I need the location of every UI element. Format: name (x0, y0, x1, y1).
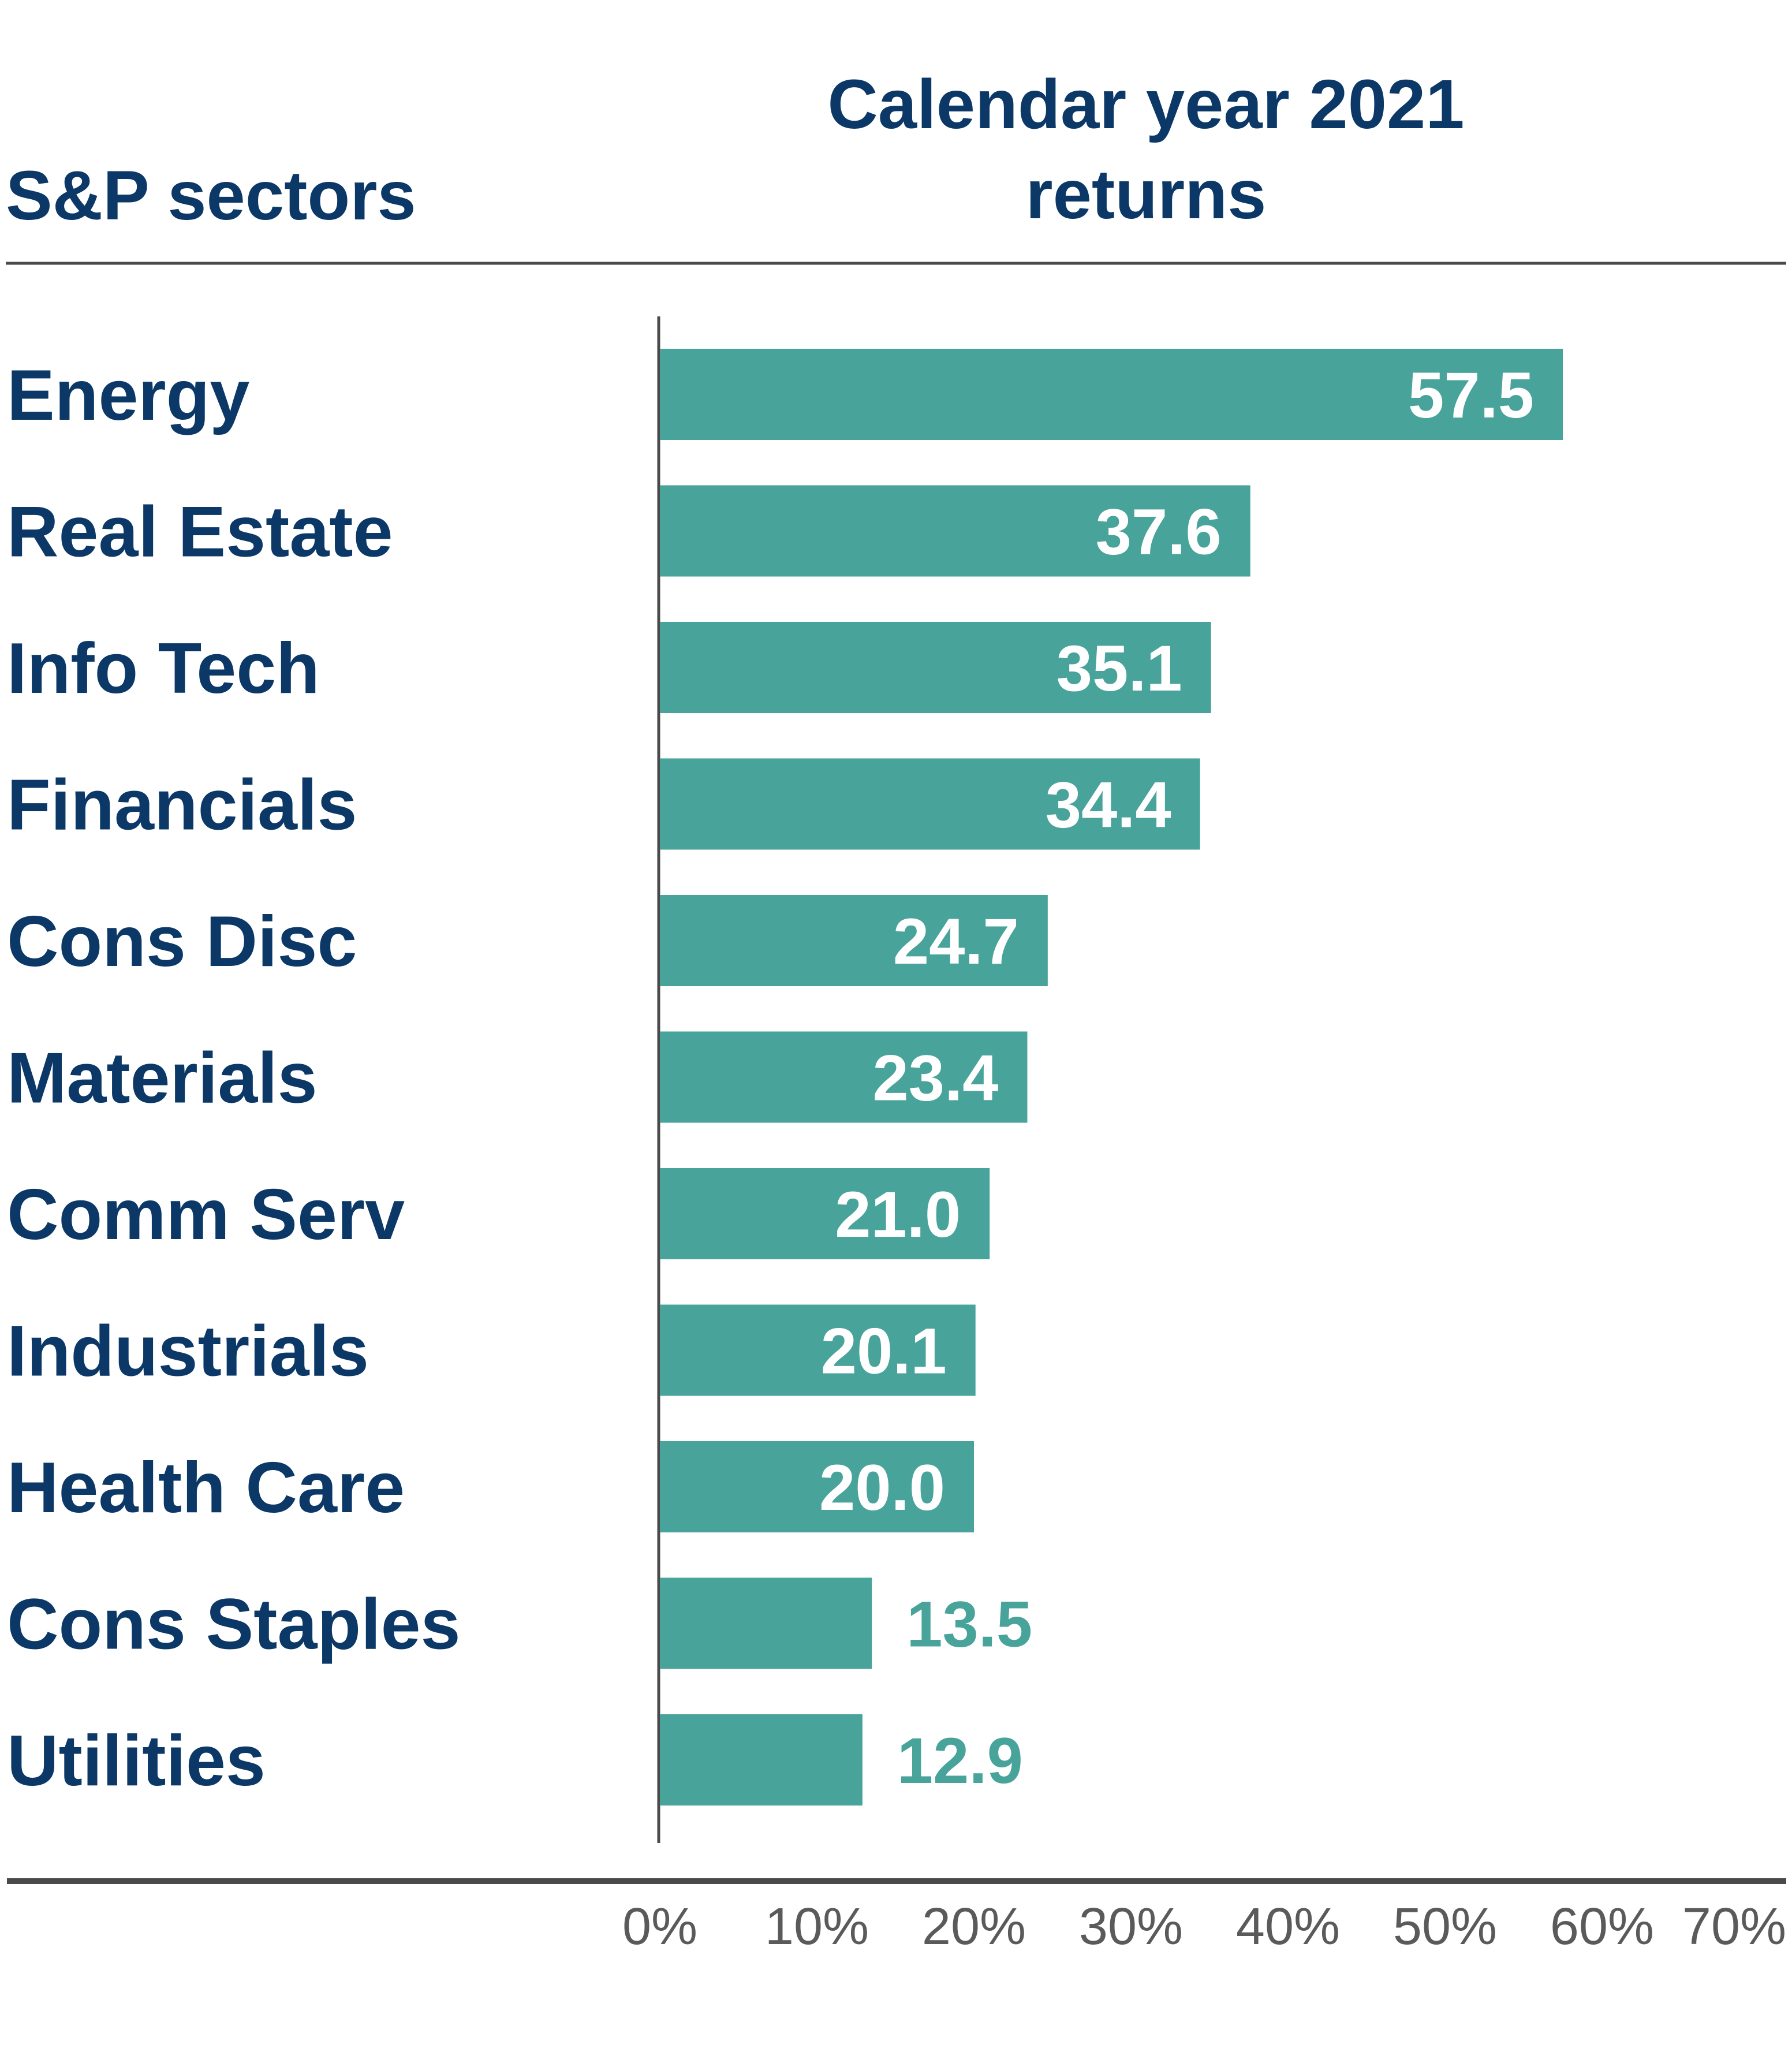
bar (660, 349, 1563, 440)
bar-value-label: 21.0 (835, 1178, 961, 1251)
bar (660, 1031, 1028, 1123)
x-tick-label: 70% (1682, 1898, 1786, 1956)
bars-group: Energy 57.5 Real Estate 37.6 Info Tech 35.1 Fi… (7, 349, 1563, 1805)
bar (660, 622, 1211, 713)
category-label: Comm Serv (7, 1175, 405, 1255)
category-label: Cons Disc (7, 902, 357, 982)
bar-value-label: 37.6 (1096, 496, 1222, 568)
bar-row: Financials 34.4 (7, 758, 1200, 850)
bar (660, 1577, 872, 1669)
bar (660, 895, 1048, 986)
category-label: Cons Staples (7, 1585, 461, 1665)
bar-value-label: 12.9 (897, 1725, 1023, 1797)
bar (660, 1168, 990, 1259)
bar (660, 1714, 863, 1805)
category-label: Materials (7, 1039, 318, 1118)
x-tick-label: 20% (922, 1898, 1026, 1956)
bar-row: Health Care 20.0 (7, 1441, 974, 1532)
bar-row: Cons Staples 13.5 (7, 1577, 1032, 1669)
bar-row: Cons Disc 24.7 (7, 895, 1048, 986)
bar-value-label: 35.1 (1056, 632, 1182, 704)
x-tick-label: 0% (622, 1898, 697, 1956)
bar (660, 758, 1200, 850)
bar-value-label: 57.5 (1408, 359, 1534, 431)
bar-row: Comm Serv 21.0 (7, 1168, 990, 1259)
bar-row: Materials 23.4 (7, 1031, 1028, 1123)
bar-row: Info Tech 35.1 (7, 622, 1211, 713)
bar-value-label: 20.0 (819, 1452, 945, 1524)
category-label: Industrials (7, 1312, 369, 1392)
bar-value-label: 20.1 (821, 1315, 947, 1387)
x-tick-label: 40% (1236, 1898, 1340, 1956)
category-label: Info Tech (7, 629, 320, 708)
bar (660, 1304, 976, 1396)
header-left-title: S&P sectors (6, 156, 416, 234)
bar (660, 1441, 974, 1532)
x-axis-ticks: 0% 10% 20% 30% 40% 50% 60% 70% (622, 1898, 1786, 1956)
category-label: Financials (7, 766, 357, 845)
category-label: Energy (7, 356, 249, 435)
bar-row: Utilities 12.9 (7, 1714, 1023, 1805)
bar (660, 485, 1250, 577)
header-right-title-line1: Calendar year 2021 (827, 65, 1464, 143)
category-label: Health Care (7, 1448, 405, 1528)
bar-value-label: 24.7 (893, 905, 1019, 978)
bar-row: Real Estate 37.6 (7, 485, 1250, 577)
bar-value-label: 23.4 (872, 1042, 998, 1114)
category-label: Utilities (7, 1721, 266, 1801)
x-tick-label: 10% (765, 1898, 869, 1956)
category-label: Real Estate (7, 493, 393, 572)
x-tick-label: 30% (1079, 1898, 1183, 1956)
bar-value-label: 34.4 (1046, 769, 1171, 841)
x-tick-label: 50% (1393, 1898, 1497, 1956)
bar-row: Industrials 20.1 (7, 1304, 976, 1396)
x-tick-label: 60% (1550, 1898, 1654, 1956)
header-right-title-line2: returns (1026, 155, 1267, 233)
bar-row: Energy 57.5 (7, 349, 1563, 440)
bar-value-label: 13.5 (906, 1588, 1032, 1661)
